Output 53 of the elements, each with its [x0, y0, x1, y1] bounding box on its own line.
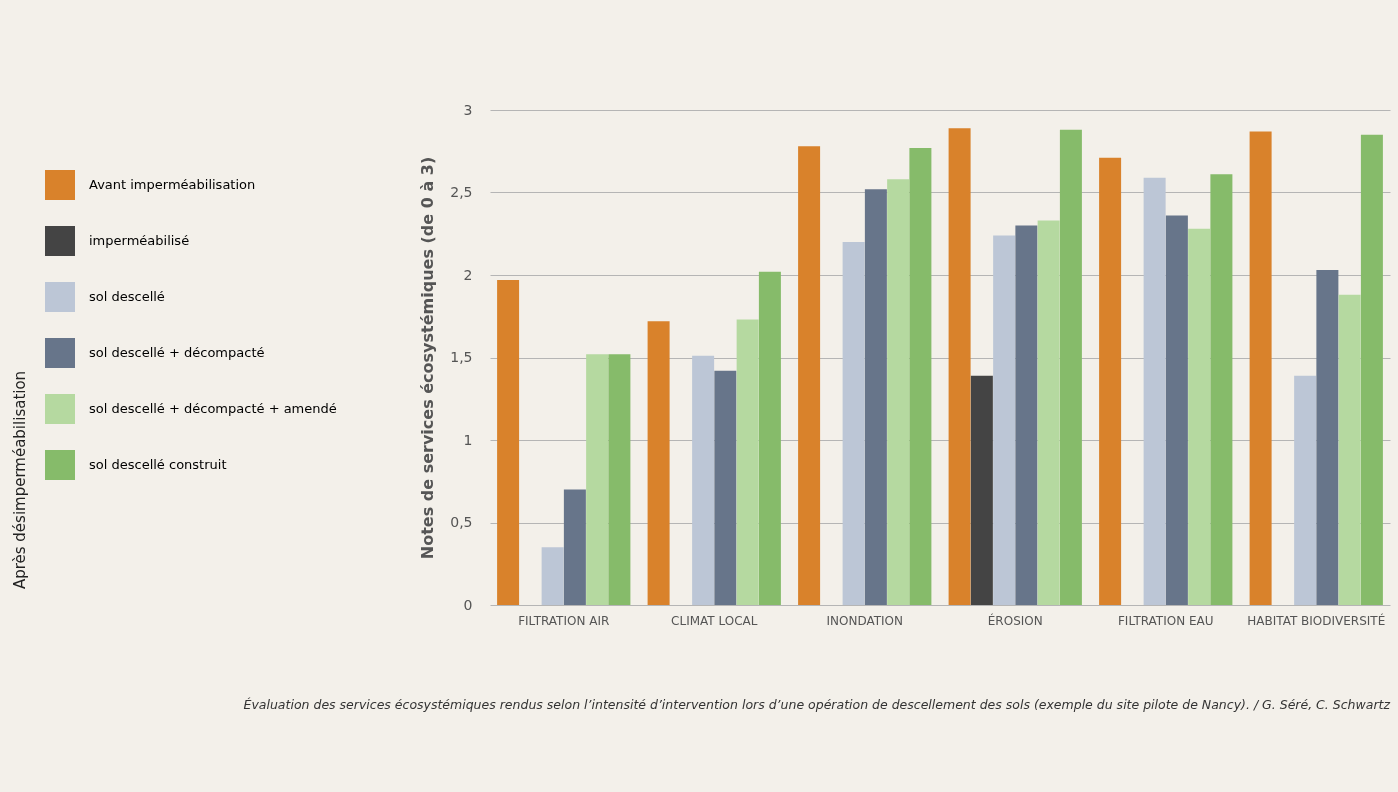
- y-tick-label: 0: [463, 596, 473, 613]
- bar: [1249, 131, 1272, 605]
- bar: [497, 279, 520, 605]
- bar: [1165, 215, 1188, 605]
- bar: [1188, 228, 1211, 605]
- legend-label: imperméabilisé: [89, 233, 190, 248]
- legend-label: sol descellé + décompacté: [89, 345, 265, 360]
- x-tick-label: ÉROSION: [987, 612, 1043, 628]
- bar: [608, 354, 631, 605]
- y-tick-label: 1,5: [450, 349, 473, 365]
- bar: [563, 489, 586, 605]
- bar: [1316, 270, 1339, 605]
- y-tick-label: 0,5: [450, 514, 473, 530]
- legend-label: sol descellé construit: [89, 457, 227, 472]
- bar: [970, 375, 993, 605]
- bar: [993, 235, 1016, 605]
- bar: [909, 147, 932, 605]
- bar: [736, 319, 759, 605]
- bar: [758, 271, 781, 605]
- legend-label: Avant imperméabilisation: [89, 177, 256, 192]
- bar: [842, 242, 865, 605]
- x-tick-label: HABITAT BIODIVERSITÉ: [1247, 612, 1386, 628]
- bar: [1294, 375, 1317, 605]
- bar: [1210, 174, 1233, 605]
- bar: [714, 370, 737, 605]
- x-tick-label: FILTRATION EAU: [1117, 613, 1214, 628]
- bar: [586, 354, 609, 605]
- x-tick-label: INONDATION: [826, 613, 904, 628]
- x-tick-label: CLIMAT LOCAL: [671, 613, 758, 628]
- text: Après désimperméabilisation: [11, 370, 29, 590]
- y-axis-title: Notes de services écosystémiques (de 0 à 3): [418, 156, 438, 560]
- y-tick-label: 2,5: [450, 184, 473, 200]
- y-tick-label: 3: [463, 101, 473, 118]
- bar: [1037, 220, 1060, 605]
- bar: [887, 179, 910, 605]
- legend-label: sol descellé: [89, 289, 165, 304]
- legend-label: sol descellé + décompacté + amendé: [89, 401, 337, 416]
- bar: [798, 146, 821, 605]
- bar: [692, 355, 715, 605]
- bar: [1143, 177, 1166, 605]
- bar: [1015, 225, 1038, 605]
- bar: [864, 189, 887, 605]
- bar: [1360, 134, 1383, 605]
- bar: [1338, 294, 1361, 605]
- y-tick-label: 1: [463, 431, 473, 448]
- y-tick-label: 2: [463, 266, 473, 283]
- bar: [948, 128, 971, 605]
- bar: [1099, 157, 1122, 605]
- bar: [541, 547, 564, 605]
- bar: [647, 321, 670, 605]
- bar: [1059, 129, 1082, 605]
- text: Évaluation des services écosystémiques rendus selon l’intensité d’intervention lors d’une opération de descellement des sols (exemple du site pilote de Nancy). / G. Séré, C. Schwartz: [243, 697, 1391, 712]
- x-tick-label: FILTRATION AIR: [518, 613, 610, 628]
